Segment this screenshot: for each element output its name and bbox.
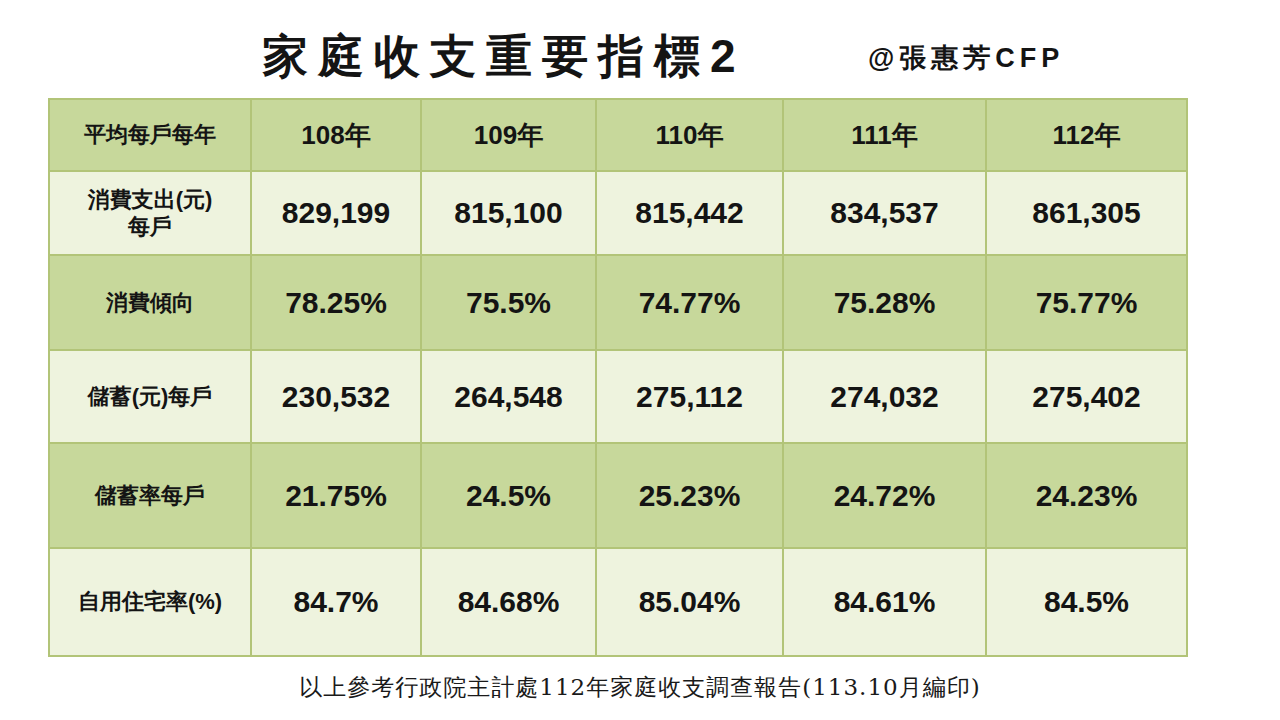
source-note: 以上參考行政院主計處112年家庭收支調查報告(113.10月編印) [0, 672, 1280, 703]
author-credit: @張惠芳CFP [868, 40, 1064, 76]
table-row-savings-rate: 儲蓄率每戶 21.75% 24.5% 25.23% 24.72% 24.23% [49, 443, 1187, 548]
data-cell: 75.77% [986, 255, 1187, 350]
row-label: 自用住宅率(%) [49, 548, 251, 656]
header-cell-corner: 平均每戶每年 [49, 99, 251, 171]
row-label: 消費支出(元) 每戶 [49, 171, 251, 255]
data-cell: 230,532 [251, 350, 421, 443]
data-cell: 78.25% [251, 255, 421, 350]
page-title: 家庭收支重要指標2 [262, 26, 746, 88]
data-cell: 84.61% [783, 548, 986, 656]
table-row-savings: 儲蓄(元)每戶 230,532 264,548 275,112 274,032 … [49, 350, 1187, 443]
data-cell: 74.77% [596, 255, 783, 350]
header-cell-year-111: 111年 [783, 99, 986, 171]
row-label: 消費傾向 [49, 255, 251, 350]
row-label: 儲蓄率每戶 [49, 443, 251, 548]
data-cell: 829,199 [251, 171, 421, 255]
data-cell: 264,548 [421, 350, 596, 443]
data-cell: 75.5% [421, 255, 596, 350]
row-label: 儲蓄(元)每戶 [49, 350, 251, 443]
data-cell: 815,442 [596, 171, 783, 255]
data-cell: 84.5% [986, 548, 1187, 656]
header-cell-year-108: 108年 [251, 99, 421, 171]
data-cell: 275,402 [986, 350, 1187, 443]
data-cell: 21.75% [251, 443, 421, 548]
header-cell-year-109: 109年 [421, 99, 596, 171]
data-cell: 274,032 [783, 350, 986, 443]
data-cell: 85.04% [596, 548, 783, 656]
header-cell-year-110: 110年 [596, 99, 783, 171]
slide: 家庭收支重要指標2 @張惠芳CFP 平均每戶每年 108年 109年 110年 … [0, 0, 1280, 720]
header-row: 平均每戶每年 108年 109年 110年 111年 112年 [49, 99, 1187, 171]
household-indicators-table: 平均每戶每年 108年 109年 110年 111年 112年 消費支出(元) … [48, 98, 1188, 657]
data-cell: 275,112 [596, 350, 783, 443]
data-cell: 75.28% [783, 255, 986, 350]
data-cell: 84.7% [251, 548, 421, 656]
data-cell: 834,537 [783, 171, 986, 255]
data-cell: 24.5% [421, 443, 596, 548]
data-cell: 24.72% [783, 443, 986, 548]
data-cell: 861,305 [986, 171, 1187, 255]
data-cell: 815,100 [421, 171, 596, 255]
data-cell: 25.23% [596, 443, 783, 548]
data-cell: 24.23% [986, 443, 1187, 548]
table-row-consumption-propensity: 消費傾向 78.25% 75.5% 74.77% 75.28% 75.77% [49, 255, 1187, 350]
header-cell-year-112: 112年 [986, 99, 1187, 171]
data-cell: 84.68% [421, 548, 596, 656]
table-row-home-ownership-rate: 自用住宅率(%) 84.7% 84.68% 85.04% 84.61% 84.5… [49, 548, 1187, 656]
table-row-consumption-expenditure: 消費支出(元) 每戶 829,199 815,100 815,442 834,5… [49, 171, 1187, 255]
title-row: 家庭收支重要指標2 @張惠芳CFP [0, 26, 1280, 90]
